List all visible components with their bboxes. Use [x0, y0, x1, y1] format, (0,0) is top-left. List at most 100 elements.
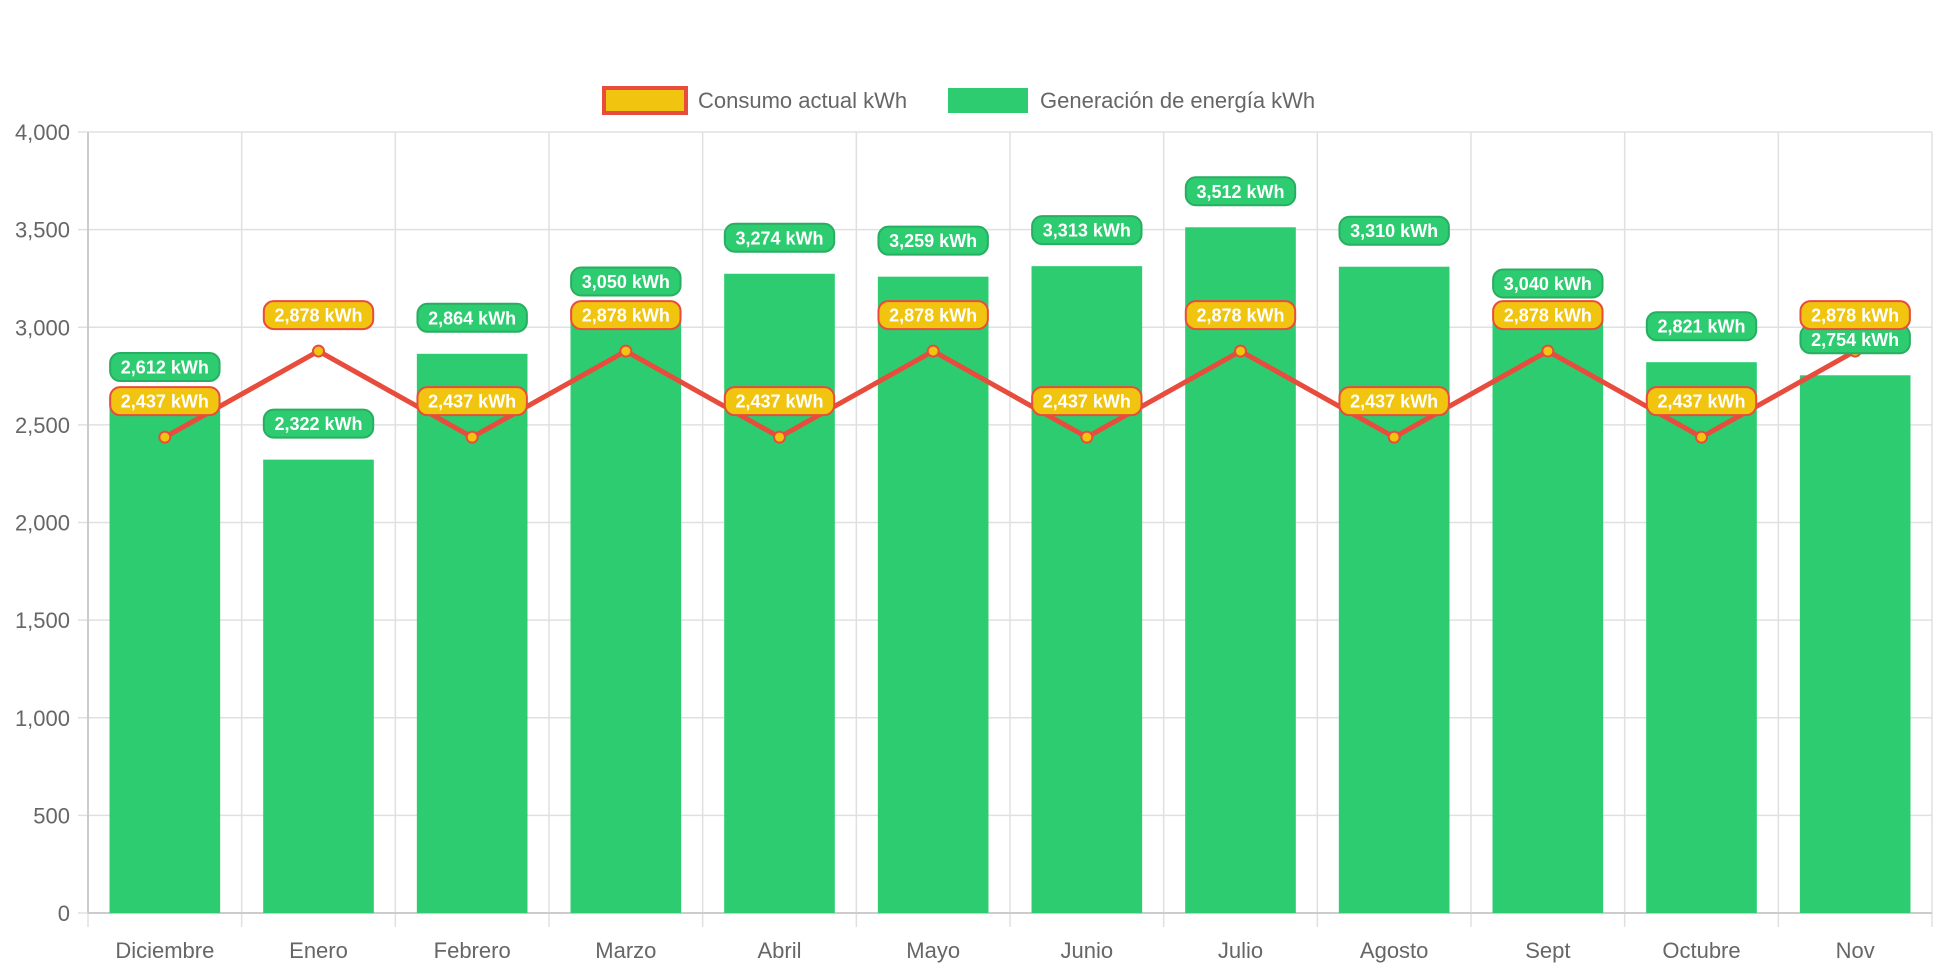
data-label-generacion-bg: [570, 266, 682, 297]
data-label-generacion-text: 2,322 kWh: [274, 414, 362, 434]
data-label-generacion-bg: [1492, 268, 1604, 299]
data-label-consumo-text: 2,878 kWh: [1504, 306, 1592, 326]
data-label-generacion-text: 2,864 kWh: [428, 308, 516, 328]
y-tick-label: 1,000: [15, 706, 70, 731]
x-tick-label: Febrero: [434, 938, 511, 963]
data-label-consumo: 2,437 kWh: [1031, 386, 1143, 417]
data-label-generacion-bg: [1645, 311, 1758, 342]
data-label-consumo-text: 2,437 kWh: [1350, 392, 1438, 412]
legend-swatch-consumo: [602, 86, 688, 115]
x-tick-label: Abril: [757, 938, 801, 963]
bar-generacion[interactable]: [724, 273, 835, 914]
bar-generacion[interactable]: [570, 317, 682, 913]
y-tick-label: 1,500: [15, 608, 70, 633]
data-label-generacion-text: 3,310 kWh: [1350, 221, 1438, 241]
data-label-generacion-text: 3,040 kWh: [1504, 274, 1592, 294]
bar-generacion[interactable]: [1799, 375, 1911, 913]
bar-generacion[interactable]: [416, 353, 528, 914]
data-label-consumo-bg: [723, 386, 836, 417]
point-consumo[interactable]: [1387, 430, 1401, 444]
data-label-generacion: 3,259 kWh: [877, 225, 989, 256]
data-label-consumo-bg: [1645, 386, 1758, 417]
point-consumo[interactable]: [1234, 344, 1247, 358]
y-tick-label: 4,000: [15, 120, 70, 145]
data-label-generacion-text: 3,313 kWh: [1043, 221, 1131, 241]
x-tick-label: Agosto: [1360, 938, 1429, 963]
data-label-consumo: 2,437 kWh: [416, 386, 528, 417]
data-label-consumo-bg: [1031, 386, 1143, 417]
line-consumo: [163, 348, 1857, 441]
data-label-generacion: 3,310 kWh: [1338, 215, 1450, 246]
point-consumo[interactable]: [1695, 430, 1708, 444]
bar-generacion[interactable]: [1185, 227, 1296, 914]
data-label-generacion-bg: [1184, 176, 1297, 207]
point-consumo[interactable]: [773, 430, 786, 444]
legend-item-generacion[interactable]: Generación de energía kWh: [948, 88, 1315, 113]
data-label-consumo-bg: [416, 386, 528, 417]
data-label-consumo: 2,437 kWh: [1645, 386, 1758, 417]
bar-generacion[interactable]: [263, 459, 374, 913]
y-tick-label: 2,000: [15, 511, 70, 536]
data-label-consumo: 2,878 kWh: [1799, 300, 1911, 331]
data-label-generacion-text: 3,050 kWh: [582, 272, 670, 292]
data-label-consumo: 2,878 kWh: [1492, 300, 1604, 331]
data-labels: 2,612 kWh 2,322 kWh 2,864 kWh 3,050 kWh 3,27…: [109, 176, 1911, 439]
data-label-generacion-text: 2,612 kWh: [121, 358, 209, 378]
point-consumo[interactable]: [158, 430, 172, 444]
bar-generacion[interactable]: [1646, 362, 1757, 914]
y-tick-label: 2,500: [15, 413, 70, 438]
x-tick-label: Junio: [1061, 938, 1114, 963]
point-consumo[interactable]: [312, 344, 325, 358]
data-label-consumo-bg: [1338, 386, 1450, 417]
x-tick-label: Marzo: [595, 938, 656, 963]
bar-generacion[interactable]: [109, 403, 221, 913]
line-series: [158, 344, 1862, 444]
data-label-generacion: 3,512 kWh: [1184, 176, 1297, 207]
data-label-generacion: 2,322 kWh: [262, 408, 375, 439]
legend-swatch-generacion: [948, 88, 1028, 113]
data-label-generacion-bg: [262, 408, 375, 439]
data-label-generacion-bg: [877, 225, 989, 256]
data-label-consumo: 2,878 kWh: [570, 300, 682, 331]
data-label-consumo-text: 2,437 kWh: [735, 392, 823, 412]
data-label-consumo-bg: [109, 386, 221, 417]
data-label-consumo-bg: [877, 300, 989, 331]
data-label-generacion-text: 3,259 kWh: [889, 231, 977, 251]
point-consumo[interactable]: [465, 430, 479, 444]
data-label-consumo: 2,437 kWh: [1338, 386, 1450, 417]
bar-generacion[interactable]: [877, 276, 989, 913]
point-consumo[interactable]: [926, 344, 940, 358]
data-label-consumo-bg: [1184, 300, 1297, 331]
data-label-generacion: 3,313 kWh: [1031, 215, 1143, 246]
legend-item-consumo[interactable]: Consumo actual kWh: [602, 86, 907, 115]
data-label-consumo-text: 2,878 kWh: [274, 306, 362, 326]
data-label-consumo-text: 2,437 kWh: [121, 392, 209, 412]
data-label-consumo-text: 2,437 kWh: [1043, 392, 1131, 412]
point-consumo[interactable]: [619, 344, 633, 358]
data-label-generacion-bg: [416, 302, 528, 333]
data-label-generacion: 3,274 kWh: [723, 222, 836, 253]
data-label-consumo: 2,437 kWh: [109, 386, 221, 417]
point-consumo[interactable]: [1080, 430, 1094, 444]
data-label-consumo-bg: [570, 300, 682, 331]
legend-label-generacion: Generación de energía kWh: [1040, 88, 1315, 113]
bar-generacion[interactable]: [1031, 266, 1143, 914]
x-tick-label: Nov: [1836, 938, 1875, 963]
x-tick-label: Diciembre: [115, 938, 214, 963]
data-label-generacion-text: 2,754 kWh: [1811, 330, 1899, 350]
data-label-generacion: 3,050 kWh: [570, 266, 682, 297]
data-label-generacion: 2,754 kWh: [1799, 324, 1911, 355]
data-label-generacion: 2,821 kWh: [1645, 311, 1758, 342]
point-consumo[interactable]: [1541, 344, 1555, 358]
legend-label-consumo: Consumo actual kWh: [698, 88, 907, 113]
data-label-consumo-bg: [1799, 300, 1911, 331]
bar-generacion[interactable]: [1338, 266, 1450, 913]
data-label-generacion-text: 3,512 kWh: [1196, 182, 1284, 202]
bar-generacion[interactable]: [1492, 319, 1604, 913]
data-label-consumo-bg: [262, 300, 375, 331]
data-label-generacion-text: 3,274 kWh: [735, 228, 823, 248]
data-label-consumo-text: 2,878 kWh: [582, 306, 670, 326]
data-label-generacion-bg: [1031, 215, 1143, 246]
data-label-consumo-text: 2,878 kWh: [889, 306, 977, 326]
